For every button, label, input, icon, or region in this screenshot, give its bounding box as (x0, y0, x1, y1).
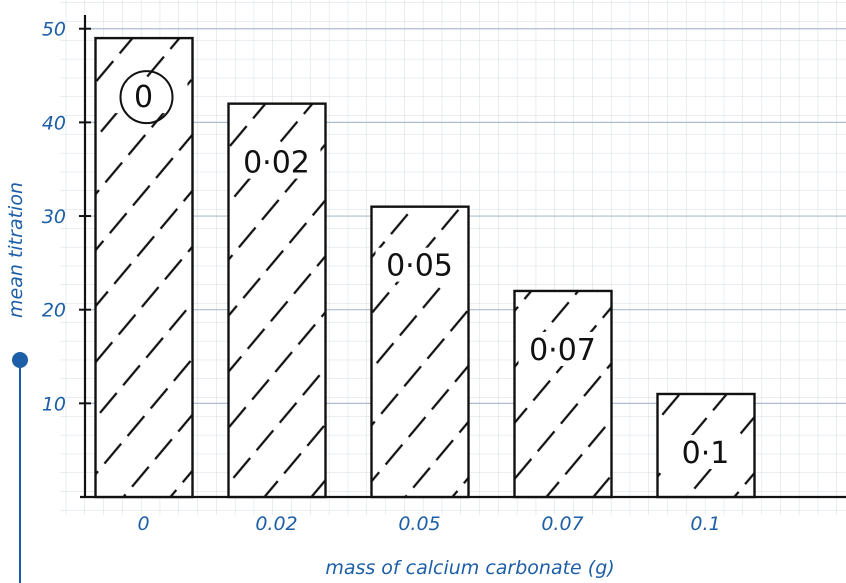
x-tick-label: 0.05 (398, 513, 440, 535)
y-tick-label: 40 (42, 112, 66, 134)
y-axis-label: mean titration (5, 182, 27, 318)
x-tick-label: 0.02 (255, 513, 297, 535)
x-axis-label: mass of calcium carbonate (g) (325, 557, 614, 579)
y-tick-label: 10 (42, 393, 66, 415)
bar-label: 0·05 (386, 249, 453, 284)
x-tick-label: 0.07 (541, 513, 583, 535)
bar-label: 0·02 (243, 146, 310, 181)
x-tick-label: 0 (137, 513, 149, 535)
bar-label: 0 (134, 80, 153, 115)
bar-label: 0·1 (682, 436, 730, 471)
y-tick-label: 30 (42, 206, 66, 228)
x-tick-label: 0.1 (690, 513, 720, 535)
y-tick-label: 50 (42, 19, 66, 41)
decoration-dot (12, 352, 28, 368)
bar-label: 0·07 (529, 333, 596, 368)
y-tick-label: 20 (42, 300, 66, 322)
bar-hatch (515, 291, 612, 497)
chart: mass of calcium carbonate (g) mean titra… (0, 0, 846, 583)
